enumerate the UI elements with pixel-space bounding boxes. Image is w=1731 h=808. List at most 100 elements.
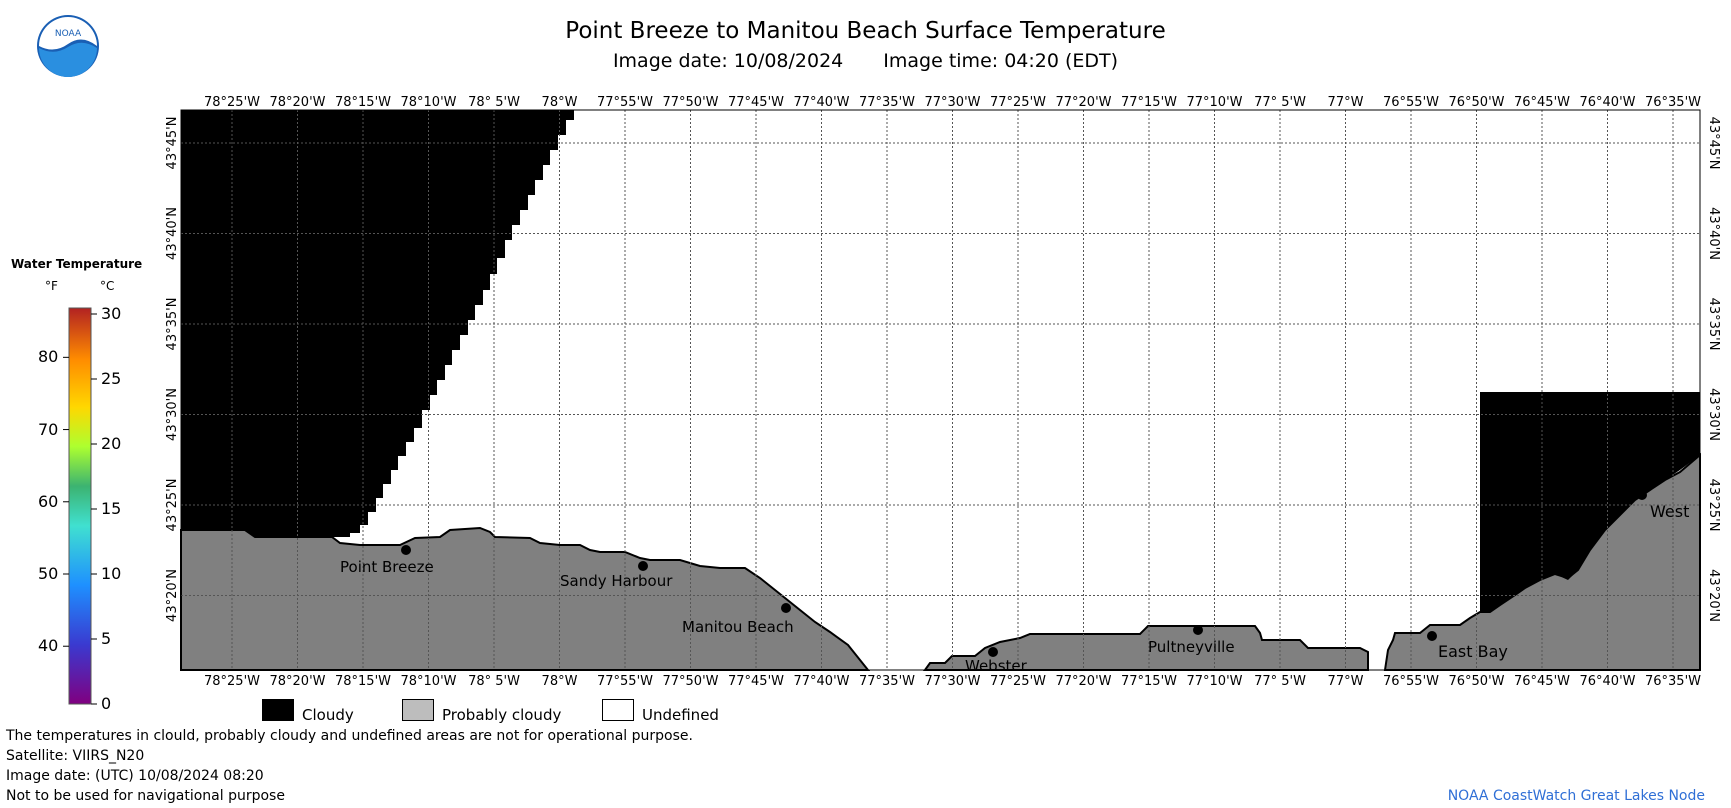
footer-nav-warning: Not to be used for navigational purpose [6,788,285,804]
svg-text:NOAA: NOAA [55,29,82,39]
lat-label-right: 43°20'N [1706,569,1721,622]
lon-label-top: 77°40'W [793,95,849,110]
cloud-area-east [1480,392,1700,612]
city-label: Webster [965,657,1028,675]
colorbar-label-c: 0 [101,694,112,713]
lon-label-bottom: 77°10'W [1186,674,1242,689]
lon-label-bottom: 76°45'W [1514,674,1570,689]
city-marker [1427,631,1437,641]
lat-label-left: 43°30'N [165,388,180,441]
city-label: East Bay [1438,642,1508,661]
lat-label-right: 43°40'N [1706,207,1721,260]
city-label: Manitou Beach [682,618,794,636]
lon-label-bottom: 77°20'W [1055,674,1111,689]
footer-note: The temperatures in clould, probably clo… [6,728,693,744]
lon-label-top: 76°40'W [1579,95,1635,110]
city-markers: Point Breeze Sandy Harbour Manitou Beach We… [340,490,1689,675]
lon-label-bottom: 78°W [542,674,578,689]
lat-label-left: 43°40'N [165,207,180,260]
colorbar-label-c: 5 [101,629,112,648]
land-west [180,526,871,671]
footer-satellite: Satellite: VIIRS_N20 [6,748,145,764]
lon-label-top: 77°W [1328,95,1364,110]
colorbar-label-c: 10 [101,564,122,583]
colorbar-label-f: 50 [38,564,59,583]
lon-label-bottom: 77°15'W [1121,674,1177,689]
footer-utc-date: Image date: (UTC) 10/08/2024 08:20 [6,768,264,784]
lon-label-bottom: 78°25'W [204,674,260,689]
lat-label-right: 43°25'N [1706,479,1721,532]
colorbar-label-f: 40 [38,636,59,656]
land-central [923,625,1369,671]
lon-label-bottom: 78°15'W [335,674,391,689]
lon-label-bottom: 77°W [1328,674,1364,689]
image-time-label: Image time: 04:20 (EDT) [883,50,1119,72]
latitude-labels-left: 43°45'N 43°40'N 43°35'N 43°30'N 43°25'N 43°20… [165,117,180,622]
lon-label-bottom: 77° 5'W [1254,674,1306,689]
longitude-labels-top: 78°25'W 78°20'W 78°15'W 78°10'W 78° 5'W 78°W 7… [204,95,1701,110]
credit-link[interactable]: NOAA CoastWatch Great Lakes Node [1447,788,1705,804]
lon-label-top: 77°50'W [662,95,718,110]
lon-label-top: 78°W [542,95,578,110]
lon-label-top: 77°25'W [990,95,1046,110]
colorbar-label-c: 30 [101,304,122,323]
unit-fahrenheit: °F [45,279,58,293]
lon-label-top: 76°45'W [1514,95,1570,110]
colorbar [63,307,97,705]
page-subtitle: Image date: 10/08/2024 Image time: 04:20 … [0,50,1731,72]
image-date-label: Image date: 10/08/2024 [612,50,844,72]
lon-label-top: 77°30'W [924,95,980,110]
lon-label-top: 77°15'W [1121,95,1177,110]
city-label: West [1650,502,1689,521]
lon-label-bottom: 78°20'W [269,674,325,689]
legend-label-undefined: Undefined [642,706,719,724]
lon-label-bottom: 77°35'W [859,674,915,689]
lon-label-bottom: 78°10'W [400,674,456,689]
noaa-logo-icon: NOAA [37,15,99,77]
city-marker [401,545,411,555]
city-marker [1193,625,1203,635]
lon-label-top: 77°20'W [1055,95,1111,110]
legend-swatch-probably-cloudy [402,699,434,721]
city-marker [781,603,791,613]
lon-label-bottom: 76°50'W [1448,674,1504,689]
colorbar-label-c: 20 [101,434,122,453]
colorbar-label-c: 25 [101,369,122,388]
lon-label-bottom: 76°40'W [1579,674,1635,689]
city-marker [1637,490,1647,500]
lon-label-top: 77°45'W [728,95,784,110]
lon-label-top: 78°20'W [269,95,325,110]
lon-label-top: 76°35'W [1645,95,1701,110]
lat-label-left: 43°35'N [165,298,180,351]
lon-label-bottom: 78° 5'W [468,674,520,689]
lon-label-top: 78° 5'W [468,95,520,110]
city-label: Sandy Harbour [560,572,673,590]
lon-label-top: 77° 5'W [1254,95,1306,110]
lat-label-right: 43°30'N [1706,388,1721,441]
legend-swatch-cloudy [262,699,294,721]
lon-label-top: 78°10'W [400,95,456,110]
lon-label-top: 78°15'W [335,95,391,110]
graticule [181,110,1700,670]
lon-label-bottom: 77°50'W [662,674,718,689]
lon-label-top: 77°35'W [859,95,915,110]
lat-label-left: 43°45'N [165,117,180,170]
colorbar-title: Water Temperature [11,257,143,271]
city-label: Point Breeze [340,558,434,576]
lat-label-right: 43°45'N [1706,117,1721,170]
lon-label-bottom: 77°40'W [793,674,849,689]
lat-label-left: 43°25'N [165,479,180,532]
colorbar-label-c: 15 [101,499,122,518]
lon-label-top: 78°25'W [204,95,260,110]
lon-label-bottom: 76°55'W [1383,674,1439,689]
city-marker [638,561,648,571]
unit-celsius: °C [100,279,115,293]
lon-label-top: 77°55'W [597,95,653,110]
lat-label-right: 43°35'N [1706,298,1721,351]
city-label: Pultneyville [1148,638,1235,656]
lon-label-bottom: 77°30'W [924,674,980,689]
colorbar-label-f: 70 [38,419,59,439]
lon-label-bottom: 77°45'W [728,674,784,689]
lon-label-top: 77°10'W [1186,95,1242,110]
